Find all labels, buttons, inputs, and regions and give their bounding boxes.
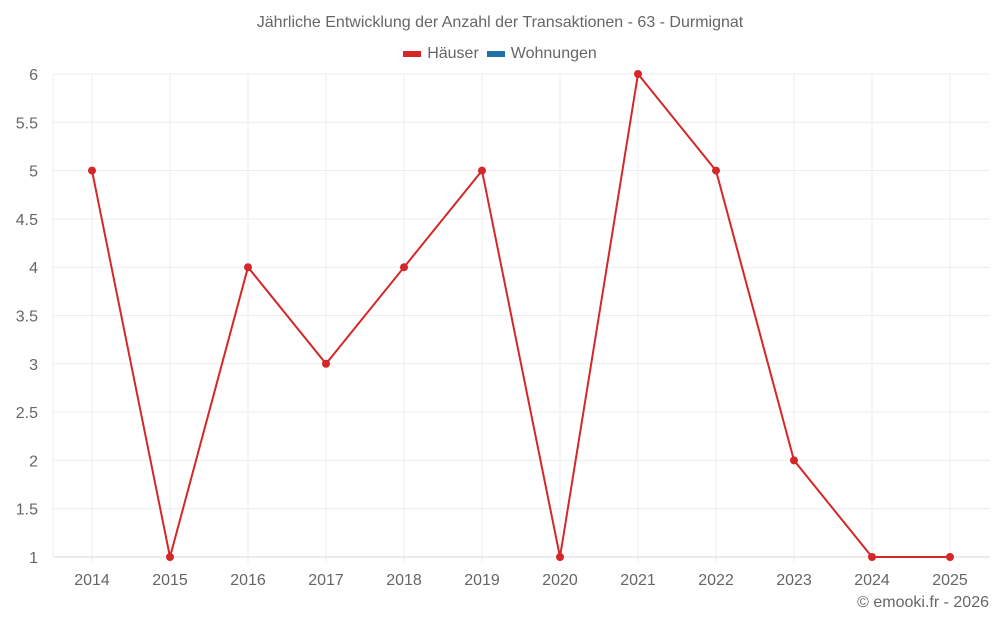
x-tick-label: 2016 <box>230 572 266 589</box>
y-tick-label: 3 <box>29 357 38 374</box>
y-tick-label: 2 <box>29 453 38 470</box>
legend: Häuser Wohnungen <box>0 45 1000 63</box>
y-tick-label: 1 <box>29 550 38 567</box>
y-tick-label: 5 <box>29 164 38 181</box>
x-tick-label: 2017 <box>308 572 344 589</box>
data-point <box>400 263 408 272</box>
y-tick-label: 5.5 <box>16 115 38 132</box>
data-point <box>166 553 174 561</box>
x-tick-label: 2024 <box>854 572 890 589</box>
legend-label-haeuser: Häuser <box>427 45 479 62</box>
x-tick-label: 2014 <box>74 572 110 589</box>
legend-item-wohnungen[interactable]: Wohnungen <box>486 45 597 63</box>
data-point <box>322 359 330 368</box>
data-point <box>712 166 720 175</box>
data-point <box>478 166 486 175</box>
x-tick-label: 2023 <box>776 572 812 589</box>
credit-text: © emooki.fr - 2026 <box>857 594 989 611</box>
legend-swatch-wohnungen <box>486 51 505 57</box>
legend-swatch-haeuser <box>403 51 422 57</box>
data-point <box>244 263 252 272</box>
data-point <box>946 553 954 561</box>
data-point <box>556 553 564 561</box>
x-tick-label: 2021 <box>620 572 656 589</box>
x-tick-label: 2025 <box>932 572 968 589</box>
data-point <box>88 166 96 175</box>
x-tick-label: 2022 <box>698 572 734 589</box>
y-tick-label: 3.5 <box>16 309 38 326</box>
data-point <box>868 553 876 561</box>
x-tick-label: 2018 <box>386 572 422 589</box>
legend-label-wohnungen: Wohnungen <box>510 45 597 62</box>
x-tick-label: 2020 <box>542 572 578 589</box>
y-tick-label: 4 <box>29 260 38 277</box>
legend-item-haeuser[interactable]: Häuser <box>403 45 479 63</box>
chart-title: Jährliche Entwicklung der Anzahl der Tra… <box>256 14 744 31</box>
data-point <box>634 70 642 78</box>
y-tick-label: 2.5 <box>16 405 38 422</box>
x-tick-label: 2019 <box>464 572 500 589</box>
series-line <box>91 71 950 558</box>
y-tick-label: 6 <box>29 67 38 84</box>
x-tick-label: 2015 <box>152 572 188 589</box>
y-tick-label: 4.5 <box>16 212 38 229</box>
data-point <box>790 456 798 465</box>
y-tick-label: 1.5 <box>16 502 38 519</box>
